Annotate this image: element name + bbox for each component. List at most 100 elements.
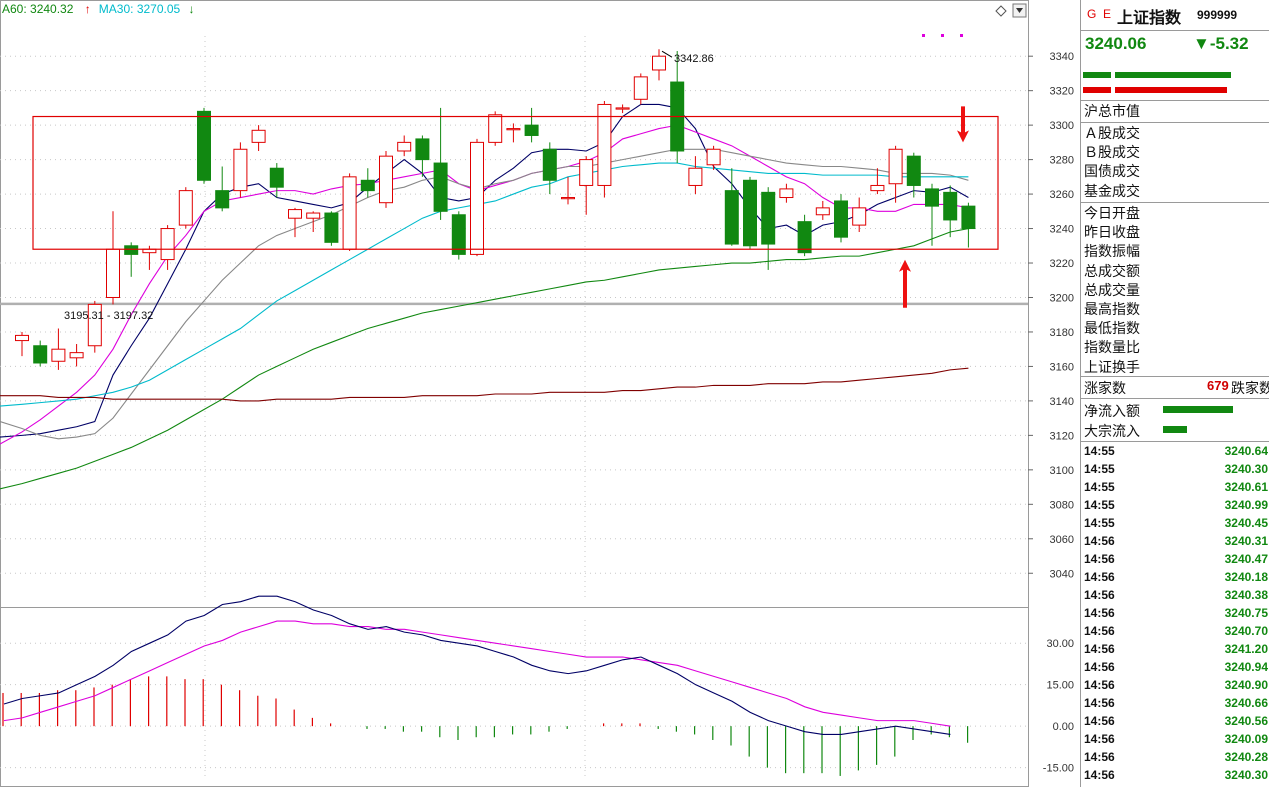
tick-row[interactable]: 14:55 3240.30 xyxy=(1084,462,1268,480)
candle-down xyxy=(906,155,921,186)
divider xyxy=(1081,30,1269,31)
tick-row[interactable]: 14:56 3240.31 xyxy=(1084,534,1268,552)
quote-field-label: 上证换手 xyxy=(1084,358,1140,375)
candle-down xyxy=(360,179,375,192)
candle-up xyxy=(15,334,29,342)
net-inflow-bar xyxy=(1163,406,1233,413)
tick-row[interactable]: 14:56 3240.47 xyxy=(1084,552,1268,570)
tick-row[interactable]: 14:56 3240.09 xyxy=(1084,732,1268,750)
tick-row[interactable]: 14:56 3240.75 xyxy=(1084,606,1268,624)
tick-time: 14:56 xyxy=(1084,552,1115,566)
g-mark[interactable]: G xyxy=(1087,7,1097,21)
tick-time: 14:56 xyxy=(1084,534,1115,548)
candle-up xyxy=(233,148,248,192)
tick-time: 14:56 xyxy=(1084,768,1115,782)
candle-down xyxy=(943,191,958,221)
quote-field-label: 指数量比 xyxy=(1084,339,1140,356)
volume-bar-green-1 xyxy=(1083,72,1111,78)
volume-bar-red-2 xyxy=(1115,87,1227,93)
high-pointer xyxy=(661,50,673,58)
tick-row[interactable]: 14:56 3240.90 xyxy=(1084,678,1268,696)
tick-value: 3240.64 xyxy=(1224,444,1268,458)
candle-up xyxy=(397,141,412,152)
tick-row[interactable]: 14:55 3240.61 xyxy=(1084,480,1268,498)
candle-up xyxy=(652,55,666,71)
ma-line-ma5 xyxy=(0,103,969,438)
ma-legend-label: MA30: 3270.05 xyxy=(99,2,181,16)
tick-value: 3240.90 xyxy=(1224,678,1268,692)
tick-time: 14:56 xyxy=(1084,696,1115,710)
fall-count-label: 跌家数 xyxy=(1231,380,1269,396)
tick-value: 3240.28 xyxy=(1224,750,1268,764)
tick-row[interactable]: 14:56 3240.70 xyxy=(1084,624,1268,642)
tick-row[interactable]: 14:56 3240.66 xyxy=(1084,696,1268,714)
market-cap-label: 沪总市值 xyxy=(1084,103,1140,119)
y-tick-label: 3300 xyxy=(1050,120,1074,132)
candle-up xyxy=(579,159,594,186)
tick-row[interactable]: 14:55 3240.99 xyxy=(1084,498,1268,516)
annotations: 3342.86 3195.31 - 3197.32 xyxy=(32,3,1027,322)
tick-value: 3240.45 xyxy=(1224,516,1268,530)
candle-down xyxy=(33,345,48,364)
ind-tick-label: -15.00 xyxy=(1043,763,1074,775)
tick-row[interactable]: 14:55 3240.45 xyxy=(1084,516,1268,534)
candle-up xyxy=(251,129,266,143)
ma-legend: A60: 3240.32 ↑ MA30: 3270.05 ↓ xyxy=(2,2,195,16)
tick-time: 14:55 xyxy=(1084,498,1115,512)
quote-field-label: 总成交额 xyxy=(1084,262,1140,279)
candle-up xyxy=(597,103,612,186)
candle-up xyxy=(106,248,120,298)
candle-up xyxy=(852,207,867,226)
y-tick-label: 3200 xyxy=(1050,292,1074,304)
quote-field-label: 昨日收盘 xyxy=(1084,224,1140,241)
y-tick-label: 3140 xyxy=(1050,396,1074,408)
candle-up xyxy=(615,107,630,110)
e-mark[interactable]: Ε xyxy=(1103,7,1112,21)
candle-down xyxy=(961,205,976,230)
candle-up xyxy=(706,148,721,166)
y-tick-label: 3180 xyxy=(1050,327,1074,339)
ma-line-ma10 xyxy=(0,124,969,445)
tick-time: 14:56 xyxy=(1084,660,1115,674)
tick-value: 3240.56 xyxy=(1224,714,1268,728)
quote-field-label: 最低指数 xyxy=(1084,320,1140,337)
y-tick-label: 3080 xyxy=(1050,499,1074,511)
candle-up xyxy=(87,303,102,347)
candles xyxy=(15,49,976,370)
tick-row[interactable]: 14:56 3240.94 xyxy=(1084,660,1268,678)
tick-value: 3240.47 xyxy=(1224,552,1268,566)
diamond-icon xyxy=(995,5,1007,17)
tick-value: 3240.66 xyxy=(1224,696,1268,710)
candle-down xyxy=(215,190,230,209)
candle-down xyxy=(524,124,539,136)
arrow-up-icon xyxy=(899,259,911,308)
range-box xyxy=(32,115,999,250)
tick-row[interactable]: 14:56 3240.56 xyxy=(1084,714,1268,732)
ma-line-ma120 xyxy=(0,367,969,402)
tick-row[interactable]: 14:55 3240.64 xyxy=(1084,444,1268,462)
y-tick-label: 3240 xyxy=(1050,224,1074,236)
tick-row[interactable]: 14:56 3240.28 xyxy=(1084,750,1268,768)
candlestick-chart[interactable]: -15.00 0.00 15.00 30.00 3040 3060 3080 3100 312… xyxy=(0,0,1080,787)
tick-value: 3240.61 xyxy=(1224,480,1268,494)
tick-time: 14:55 xyxy=(1084,444,1115,458)
ma-line-ma20 xyxy=(0,148,969,440)
tick-row[interactable]: 14:56 3240.38 xyxy=(1084,588,1268,606)
divider xyxy=(1081,376,1269,377)
quote-panel: G Ε 上证指数 999999 3240.06 ▼-5.32 沪总市值 Ａ股成交… xyxy=(1080,0,1269,787)
tick-time: 14:55 xyxy=(1084,462,1115,476)
tick-value: 3240.94 xyxy=(1224,660,1268,674)
marker-dot xyxy=(960,34,963,37)
ind-tick-label: 15.00 xyxy=(1046,680,1074,692)
candle-down xyxy=(269,167,284,188)
candle-up xyxy=(178,190,193,226)
quote-field-label: 指数振幅 xyxy=(1084,243,1140,260)
candle-up xyxy=(870,184,885,192)
tick-row[interactable]: 14:56 3241.20 xyxy=(1084,642,1268,660)
tick-row[interactable]: 14:56 3240.18 xyxy=(1084,570,1268,588)
tick-row[interactable]: 14:56 3240.30 xyxy=(1084,768,1268,786)
y-tick-label: 3260 xyxy=(1050,189,1074,201)
candle-up xyxy=(160,228,175,261)
tick-time: 14:56 xyxy=(1084,678,1115,692)
volume-bar-red-1 xyxy=(1083,87,1111,93)
